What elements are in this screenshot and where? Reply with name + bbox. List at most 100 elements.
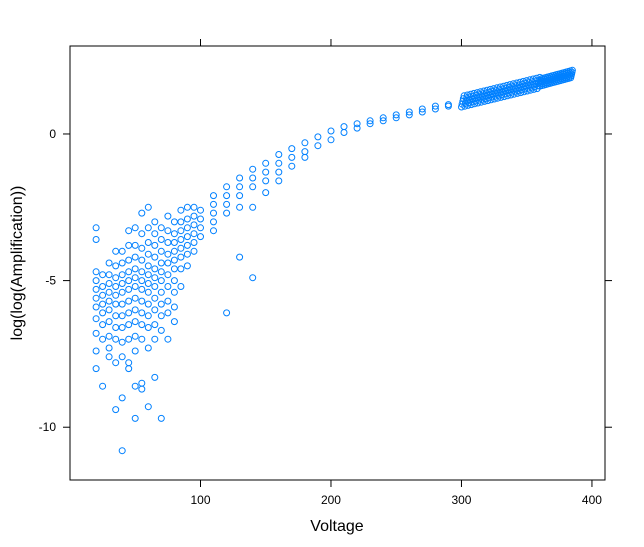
y-tick-label-1: -5 xyxy=(45,274,56,288)
data-point-126 xyxy=(164,212,172,220)
data-point-123 xyxy=(157,312,165,320)
data-point-186 xyxy=(249,165,257,173)
data-point-50 xyxy=(118,394,126,402)
data-point-216 xyxy=(379,117,387,125)
x-tick-label-2: 300 xyxy=(451,493,471,507)
data-point-124 xyxy=(157,326,165,334)
data-point-59 xyxy=(125,309,133,317)
data-point-218 xyxy=(392,114,400,122)
data-point-35 xyxy=(112,312,120,320)
data-point-24 xyxy=(105,306,113,314)
data-point-211 xyxy=(353,120,361,128)
data-point-51 xyxy=(118,447,126,455)
data-point-192 xyxy=(262,168,270,176)
data-point-55 xyxy=(125,268,133,276)
data-point-8 xyxy=(92,365,100,373)
data-point-177 xyxy=(223,192,231,200)
data-point-426 xyxy=(568,66,576,74)
data-point-141 xyxy=(170,265,178,273)
data-point-174 xyxy=(210,218,217,226)
data-point-90 xyxy=(144,203,152,211)
data-point-143 xyxy=(170,288,178,296)
data-point-48 xyxy=(118,338,126,346)
data-point-187 xyxy=(249,174,257,182)
data-point-159 xyxy=(183,250,191,258)
data-point-14 xyxy=(99,300,107,308)
data-point-94 xyxy=(144,262,152,270)
data-point-105 xyxy=(151,241,159,249)
data-point-2 xyxy=(92,285,100,293)
data-point-152 xyxy=(177,265,185,273)
data-point-0 xyxy=(92,268,100,276)
data-point-43 xyxy=(118,280,126,287)
data-point-53 xyxy=(125,241,133,249)
data-point-79 xyxy=(138,244,146,252)
data-point-26 xyxy=(105,332,113,340)
data-point-182 xyxy=(236,183,244,191)
data-point-4 xyxy=(92,303,100,311)
data-point-217 xyxy=(392,111,400,119)
data-point-86 xyxy=(138,321,146,329)
data-point-190 xyxy=(249,274,257,282)
x-tick-label-3: 400 xyxy=(582,493,602,507)
data-point-165 xyxy=(190,239,198,246)
data-point-116 xyxy=(157,236,165,243)
data-point-68 xyxy=(131,274,139,282)
x-axis-title: Voltage xyxy=(310,518,363,535)
data-point-27 xyxy=(105,344,113,352)
data-point-76 xyxy=(131,414,139,422)
data-point-109 xyxy=(151,283,159,290)
data-point-166 xyxy=(190,247,198,255)
data-point-29 xyxy=(112,247,120,255)
data-point-142 xyxy=(170,277,178,285)
data-point-38 xyxy=(112,359,120,367)
data-point-19 xyxy=(105,259,113,267)
data-point-204 xyxy=(301,153,309,161)
data-point-219 xyxy=(405,108,413,116)
data-point-52 xyxy=(125,227,133,235)
data-point-47 xyxy=(118,324,126,331)
x-axis-ticks: 100 200 300 400 xyxy=(190,39,602,507)
data-point-46 xyxy=(118,312,126,320)
data-point-220 xyxy=(405,111,413,119)
data-point-200 xyxy=(288,153,296,161)
data-point-5 xyxy=(92,315,100,323)
data-point-194 xyxy=(262,189,270,197)
data-point-214 xyxy=(366,120,374,128)
data-point-70 xyxy=(131,294,139,302)
data-point-169 xyxy=(197,224,204,232)
data-point-210 xyxy=(340,129,348,136)
data-point-196 xyxy=(275,159,283,167)
data-point-107 xyxy=(151,265,159,273)
data-point-63 xyxy=(125,365,133,373)
data-point-215 xyxy=(379,114,387,122)
data-point-163 xyxy=(190,221,198,229)
data-point-30 xyxy=(112,262,120,270)
data-point-92 xyxy=(144,239,152,246)
x-tick-label-0: 100 xyxy=(190,493,210,507)
data-point-110 xyxy=(151,294,159,302)
data-point-99 xyxy=(144,312,152,320)
data-point-3 xyxy=(92,294,100,302)
data-point-73 xyxy=(131,332,139,340)
data-point-120 xyxy=(157,277,165,285)
data-point-12 xyxy=(99,283,107,290)
data-point-1 xyxy=(92,277,100,285)
data-point-140 xyxy=(170,256,178,264)
data-point-138 xyxy=(170,239,178,246)
data-point-22 xyxy=(105,288,113,296)
data-point-134 xyxy=(164,309,172,317)
data-point-81 xyxy=(138,268,146,276)
data-point-115 xyxy=(157,224,165,232)
data-point-10 xyxy=(92,236,100,243)
data-point-191 xyxy=(262,159,270,167)
data-point-224 xyxy=(431,105,439,113)
data-point-176 xyxy=(223,183,231,191)
data-point-156 xyxy=(183,224,191,232)
data-point-93 xyxy=(144,250,152,258)
data-point-39 xyxy=(112,406,120,414)
data-point-139 xyxy=(170,247,178,255)
data-point-64 xyxy=(131,224,139,232)
data-point-146 xyxy=(177,206,185,214)
